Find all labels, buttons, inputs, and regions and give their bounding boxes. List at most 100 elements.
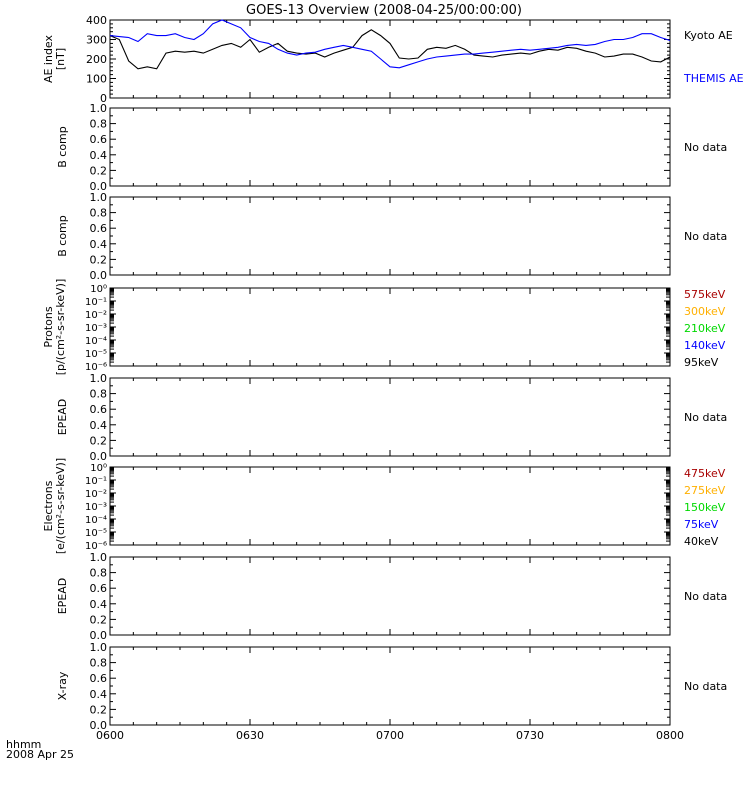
- y-tick-label: 10⁰: [90, 463, 107, 474]
- legend-entry: 75keV: [684, 518, 719, 531]
- y-tick-label: 10⁻³: [85, 323, 107, 334]
- panel-electrons: 10⁻⁶ 10⁻⁵ 10⁻⁴ 10⁻³ 10⁻² 10⁻¹ 10⁰ Electrons [e/(…: [42, 458, 726, 554]
- y-tick-label: 0: [100, 92, 107, 105]
- y-tick-label: 10⁻⁶: [85, 541, 107, 552]
- panel-ae: 0 100 200 300 400 AE index [nT] Kyoto AE THEMIS …: [42, 14, 744, 105]
- series-line-kyoto-ae: [109, 29, 671, 70]
- y-tick-label: 0.0: [90, 629, 108, 642]
- y-axis-label: B comp: [56, 126, 69, 168]
- x-tick-label: 0700: [376, 729, 404, 742]
- y-tick-label: 10⁻⁴: [85, 336, 107, 347]
- y-axis-label: EPEAD: [56, 578, 69, 615]
- plot-title: GOES-13 Overview (2008-04-25/00:00:00): [246, 3, 522, 18]
- legend-entry: 475keV: [684, 467, 726, 480]
- panel-frame: [109, 646, 671, 726]
- time-axis: 0600 0630 0700 0730 0800: [96, 729, 684, 742]
- y-tick-label: 0.8: [90, 118, 108, 131]
- panel-frame: [109, 19, 671, 99]
- y-tick-label: 300: [86, 34, 107, 47]
- y-tick-label: 0.6: [90, 582, 108, 595]
- y-tick-label: 10⁻⁵: [85, 528, 107, 539]
- panel-frame: [109, 196, 671, 276]
- y-tick-label: 1.0: [90, 641, 108, 654]
- y-tick-label: 0.8: [90, 207, 108, 220]
- y-tick-label: 400: [86, 14, 107, 27]
- no-data-label: No data: [684, 680, 727, 693]
- series-line-themis-ae: [109, 19, 671, 69]
- y-tick-label: 0.4: [90, 149, 108, 162]
- y-tick-label: 0.2: [90, 253, 108, 266]
- y-tick-label: 0.4: [90, 598, 108, 611]
- x-tick-label: 0630: [236, 729, 264, 742]
- legend-entry: 275keV: [684, 484, 726, 497]
- y-tick-label: 1.0: [90, 551, 108, 564]
- panel-frame: [109, 556, 671, 636]
- y-tick-label: 0.4: [90, 419, 108, 432]
- y-tick-label: 10⁰: [90, 284, 107, 295]
- panels: 0 100 200 300 400 AE index [nT] Kyoto AE THEMIS …: [42, 14, 744, 732]
- legend-entry: 95keV: [684, 356, 719, 369]
- legend-entry: THEMIS AE: [683, 72, 744, 85]
- y-tick-label: 0.4: [90, 238, 108, 251]
- y-axis-label: [p/(cm²-s-sr-keV)]: [54, 279, 67, 376]
- y-tick-label: 10⁻⁴: [85, 515, 107, 526]
- y-tick-label: 0.2: [90, 164, 108, 177]
- y-tick-label: 10⁻¹: [85, 476, 107, 487]
- y-axis-label: [e/(cm²-s-sr-keV)]: [54, 458, 67, 554]
- date-label: 2008 Apr 25: [6, 748, 74, 761]
- y-tick-label: 0.0: [90, 719, 108, 732]
- y-tick-label: 10⁻³: [85, 502, 107, 513]
- y-axis-label: EPEAD: [56, 399, 69, 436]
- y-tick-label: 0.2: [90, 434, 108, 447]
- y-tick-label: 0.8: [90, 567, 108, 580]
- y-tick-label: 0.0: [90, 180, 108, 193]
- x-tick-label: 0600: [96, 729, 124, 742]
- y-tick-label: 10⁻⁵: [85, 349, 107, 360]
- panel-frame: [109, 466, 671, 546]
- y-tick-label: 0.4: [90, 688, 108, 701]
- y-tick-label: 1.0: [90, 372, 108, 385]
- no-data-label: No data: [684, 141, 727, 154]
- y-axis-label: [nT]: [54, 48, 67, 70]
- legend-entry: 575keV: [684, 288, 726, 301]
- y-axis-label: Electrons: [42, 480, 55, 531]
- legend-entry: 40keV: [684, 535, 719, 548]
- x-tick-label: 0800: [656, 729, 684, 742]
- y-tick-label: 0.0: [90, 269, 108, 282]
- y-tick-label: 200: [86, 53, 107, 66]
- y-tick-label: 0.2: [90, 703, 108, 716]
- y-tick-label: 0.6: [90, 222, 108, 235]
- panel-frame: [109, 107, 671, 187]
- no-data-label: No data: [684, 411, 727, 424]
- y-tick-label: 0.8: [90, 657, 108, 670]
- y-tick-label: 1.0: [90, 191, 108, 204]
- panel-frame: [109, 287, 671, 367]
- panel-epead2: 0.0 0.2 0.4 0.6 0.8 1.0 EPEAD No data: [56, 551, 727, 642]
- panel-epead1: 0.0 0.2 0.4 0.6 0.8 1.0 EPEAD No data: [56, 372, 727, 463]
- y-axis-label: Protons: [42, 306, 55, 347]
- y-tick-label: 0.6: [90, 672, 108, 685]
- legend-entry: 210keV: [684, 322, 726, 335]
- y-tick-label: 10⁻⁶: [85, 362, 107, 373]
- time-unit-label: hhmm: [6, 738, 41, 751]
- legend-entry: 140keV: [684, 339, 726, 352]
- y-tick-label: 10⁻²: [85, 310, 107, 321]
- y-tick-label: 10⁻²: [85, 489, 107, 500]
- y-tick-label: 100: [86, 73, 107, 86]
- y-tick-label: 0.0: [90, 450, 108, 463]
- y-tick-label: 0.6: [90, 133, 108, 146]
- y-axis-label: X-ray: [56, 671, 69, 700]
- x-tick-label: 0730: [516, 729, 544, 742]
- y-tick-label: 10⁻¹: [85, 297, 107, 308]
- y-tick-label: 1.0: [90, 102, 108, 115]
- panel-protons: 10⁻⁶ 10⁻⁵ 10⁻⁴ 10⁻³ 10⁻² 10⁻¹ 10⁰ Protons [p/(cm…: [42, 279, 726, 376]
- panel-b2: 0.0 0.2 0.4 0.6 0.8 1.0 B comp No data: [56, 191, 727, 282]
- panel-frame: [109, 377, 671, 457]
- y-tick-label: 0.6: [90, 403, 108, 416]
- panel-b1: 0.0 0.2 0.4 0.6 0.8 1.0 B comp No data: [56, 102, 727, 193]
- no-data-label: No data: [684, 230, 727, 243]
- no-data-label: No data: [684, 590, 727, 603]
- y-axis-label: AE index: [42, 34, 55, 83]
- y-tick-label: 0.2: [90, 613, 108, 626]
